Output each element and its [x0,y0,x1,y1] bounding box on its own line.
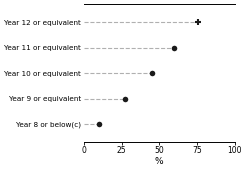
X-axis label: %: % [155,157,164,166]
